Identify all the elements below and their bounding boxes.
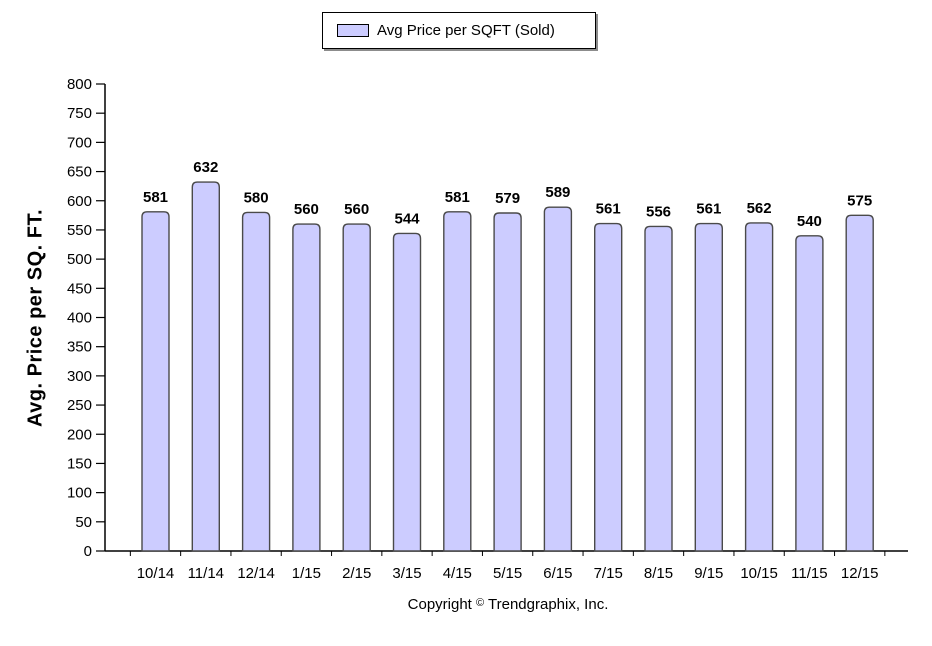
data-label: 562 xyxy=(747,200,772,217)
x-tick-label: 8/15 xyxy=(644,565,673,582)
bar xyxy=(191,181,220,552)
x-tick-label: 3/15 xyxy=(392,565,421,582)
data-label: 589 xyxy=(545,184,570,201)
x-tick-label: 5/15 xyxy=(493,565,522,582)
y-tick-label: 150 xyxy=(67,455,92,472)
x-axis: 10/14 11/14 12/14 1/15 2/15 3/15 4/15 5/15 6/15 7… xyxy=(105,550,908,582)
bar xyxy=(795,235,824,552)
legend-label: Avg Price per SQFT (Sold) xyxy=(377,22,555,39)
copyright-prefix: Copyright xyxy=(407,596,477,613)
bar xyxy=(694,222,723,552)
bar xyxy=(392,232,422,552)
bar xyxy=(543,206,573,552)
y-tick-label: 500 xyxy=(67,251,92,268)
data-label: 540 xyxy=(797,213,822,230)
data-label: 544 xyxy=(394,210,420,227)
data-label: 560 xyxy=(344,201,369,218)
copyright-symbol: © xyxy=(476,597,485,609)
x-tick-label: 9/15 xyxy=(694,565,723,582)
x-tick-label: 10/14 xyxy=(137,565,175,582)
y-tick-label: 450 xyxy=(67,280,92,297)
y-axis: 0 50 100 150 200 250 300 350 400 450 500 550 600 650 7… xyxy=(67,76,106,560)
x-tick-label: 2/15 xyxy=(342,565,371,582)
data-label: 579 xyxy=(495,190,520,207)
data-label: 632 xyxy=(193,159,218,176)
copyright-text: Copyright © Trendgraphix, Inc. xyxy=(0,596,932,613)
data-labels: 581 632 580 560 560 544 581 579 589 561 556 561 562 5… xyxy=(143,159,872,230)
y-tick-label: 800 xyxy=(67,76,92,93)
bar xyxy=(443,211,472,552)
bar xyxy=(644,225,673,552)
y-tick-label: 200 xyxy=(67,426,92,443)
y-tick-label: 250 xyxy=(67,397,92,414)
legend-swatch xyxy=(337,24,369,37)
y-tick-label: 750 xyxy=(67,105,92,122)
bar-series xyxy=(141,181,874,552)
x-tick-label: 10/15 xyxy=(740,565,778,582)
data-label: 575 xyxy=(847,192,872,209)
bar xyxy=(292,223,321,552)
bar xyxy=(845,214,874,552)
bar xyxy=(744,222,774,552)
data-label: 581 xyxy=(445,189,470,206)
x-tick-label: 1/15 xyxy=(292,565,321,582)
data-label: 560 xyxy=(294,201,319,218)
y-tick-label: 600 xyxy=(67,193,92,210)
x-tick-label: 12/15 xyxy=(841,565,879,582)
x-tick-label: 7/15 xyxy=(594,565,623,582)
copyright-suffix: Trendgraphix, Inc. xyxy=(484,596,609,613)
x-tick-label: 4/15 xyxy=(443,565,472,582)
y-tick-label: 350 xyxy=(67,339,92,356)
x-tick-label: 12/14 xyxy=(237,565,275,582)
y-tick-label: 700 xyxy=(67,134,92,151)
chart-legend: Avg Price per SQFT (Sold) xyxy=(322,12,596,49)
x-tick-label: 6/15 xyxy=(543,565,572,582)
y-tick-label: 400 xyxy=(67,310,92,327)
data-label: 561 xyxy=(596,201,621,218)
bar xyxy=(594,222,623,552)
bar xyxy=(493,212,522,552)
data-label: 556 xyxy=(646,203,671,220)
data-label: 581 xyxy=(143,189,168,206)
y-tick-label: 0 xyxy=(84,543,92,560)
y-tick-label: 650 xyxy=(67,164,92,181)
data-label: 580 xyxy=(244,189,269,206)
x-tick-label: 11/15 xyxy=(791,565,827,582)
x-tick-label: 11/14 xyxy=(188,565,224,582)
y-tick-label: 50 xyxy=(75,514,92,531)
bar xyxy=(241,211,271,552)
y-tick-label: 550 xyxy=(67,222,92,239)
y-tick-label: 100 xyxy=(67,485,92,502)
y-axis-title: Avg. Price per SQ. FT. xyxy=(24,208,47,428)
data-label: 561 xyxy=(696,201,721,218)
y-tick-label: 300 xyxy=(67,368,92,385)
bar xyxy=(141,211,170,552)
bar xyxy=(342,223,371,552)
